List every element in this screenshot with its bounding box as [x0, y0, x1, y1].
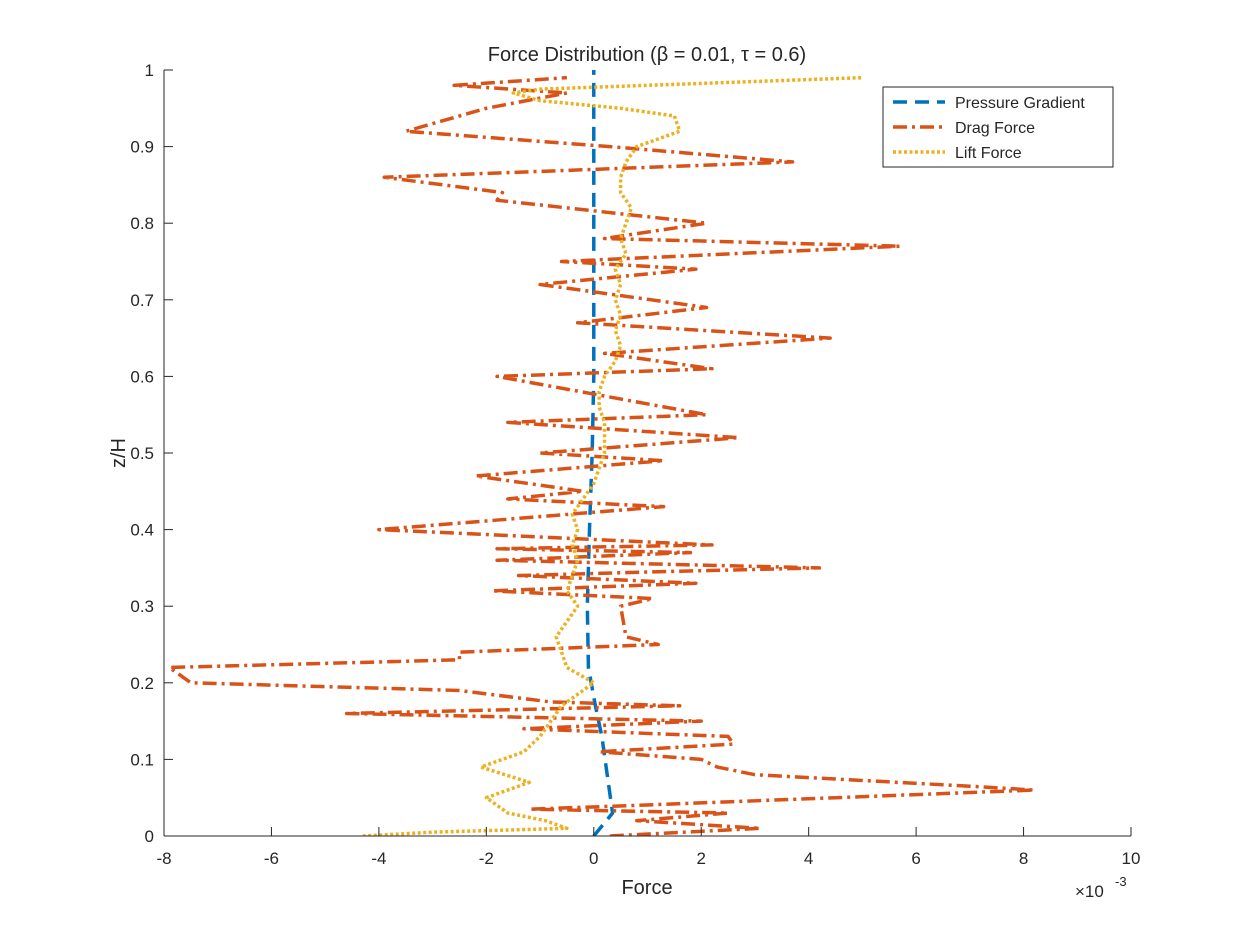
y-tick-label: 0.2 — [130, 674, 154, 693]
legend: Pressure Gradient Drag Force Lift Force — [882, 86, 1114, 168]
x-tick-label: -6 — [264, 849, 279, 868]
x-exponent-label: ×10 -3 — [1075, 874, 1127, 901]
y-tick-label: 0.1 — [130, 750, 154, 769]
x-tick-label: -2 — [479, 849, 494, 868]
x-exponent-power: -3 — [1115, 874, 1127, 889]
y-tick-label: 0.5 — [130, 444, 154, 463]
x-tick-label: 2 — [696, 849, 705, 868]
x-axis-title: Force — [621, 877, 672, 899]
y-tick-label: 0.3 — [130, 597, 154, 616]
legend-label: Pressure Gradient — [955, 95, 1085, 112]
x-tick-label: 8 — [1019, 849, 1028, 868]
x-tick-label: -4 — [371, 849, 386, 868]
x-tick-label: 4 — [804, 849, 813, 868]
x-tick-label: 6 — [911, 849, 920, 868]
series-line-drag-force — [167, 75, 1037, 836]
y-tick-label: 0.9 — [130, 138, 154, 157]
y-tick-label: 0.7 — [130, 291, 154, 310]
y-tick-label: 0.4 — [130, 521, 154, 540]
series-line-pressure-gradient — [585, 70, 615, 836]
series-layer — [167, 70, 1037, 836]
y-tick-label: 0 — [145, 827, 154, 846]
legend-label: Drag Force — [955, 120, 1035, 137]
legend-label: Lift Force — [955, 145, 1022, 162]
y-tick-label: 0.6 — [130, 367, 154, 386]
chart-title: Force Distribution (β = 0.01, τ = 0.6) — [488, 44, 806, 66]
y-tick-label: 0.8 — [130, 214, 154, 233]
y-axis-title: z/H — [108, 438, 130, 468]
y-tick-label: 1 — [145, 61, 154, 80]
x-tick-label: 10 — [1122, 849, 1141, 868]
x-tick-label: -8 — [156, 849, 171, 868]
series-line-lift-force — [362, 75, 863, 836]
axes-layer: -8 -6 -4 -2 0 2 4 6 8 10 0 0.1 0.2 0.3 0.4 0.5 0.6 0.7 0.8… — [130, 61, 1140, 868]
x-tick-label: 0 — [589, 849, 598, 868]
x-exponent-base: ×10 — [1075, 882, 1104, 901]
